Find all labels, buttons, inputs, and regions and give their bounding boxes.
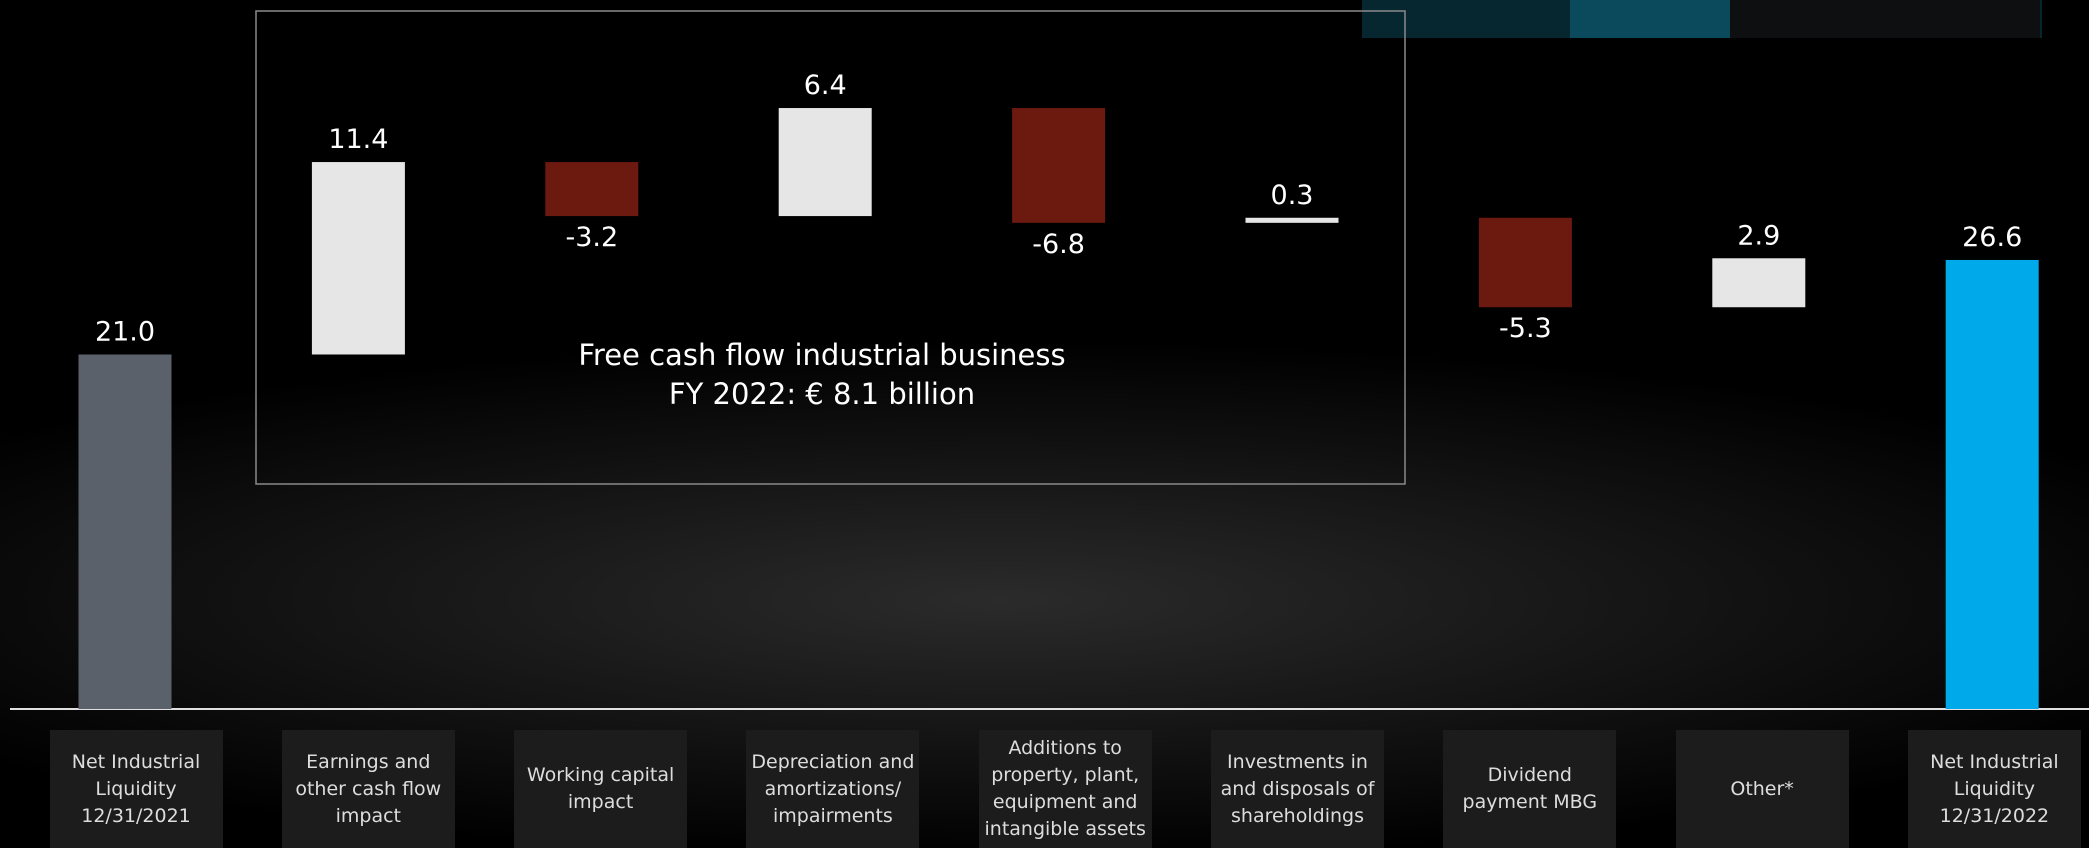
bar: [1246, 218, 1339, 223]
bar: [79, 355, 172, 710]
chart: Free cash flow industrial business FY 20…: [0, 0, 2089, 848]
bar: [545, 162, 638, 216]
bar: [1946, 260, 2039, 709]
value-label: 6.4: [804, 70, 847, 101]
value-label: 2.9: [1737, 220, 1780, 251]
bar: [1012, 108, 1105, 223]
value-label: 26.6: [1962, 222, 2022, 253]
category-label: Investments in and disposals of sharehol…: [1211, 730, 1384, 848]
value-label: 21.0: [95, 317, 155, 348]
value-label: 0.3: [1271, 180, 1314, 211]
value-label: 11.4: [328, 124, 388, 155]
category-label: Dividend payment MBG: [1443, 730, 1616, 848]
category-label: Net Industrial Liquidity 12/31/2021: [50, 730, 223, 848]
annotation-text: Free cash flow industrial business: [578, 338, 1065, 372]
value-label: -5.3: [1499, 313, 1552, 344]
value-label: -6.8: [1032, 229, 1085, 260]
bar: [312, 162, 405, 354]
page: Free cash flow industrial business FY 20…: [0, 0, 2089, 848]
category-label: Net Industrial Liquidity 12/31/2022: [1908, 730, 2081, 848]
photo-fragment: [1730, 0, 2040, 38]
bar: [1479, 218, 1572, 307]
category-label: Working capital impact: [514, 730, 687, 848]
value-label: -3.2: [565, 222, 618, 253]
bar: [779, 108, 872, 216]
category-label: Additions to property, plant, equipment …: [979, 730, 1152, 848]
photo-fragment: [1570, 0, 1730, 38]
category-label: Earnings and other cash flow impact: [282, 730, 455, 848]
bar: [1712, 258, 1805, 307]
category-label: Other*: [1676, 730, 1849, 848]
category-label: Depreciation and amortizations/ impairme…: [746, 730, 919, 848]
annotation-text: FY 2022: € 8.1 billion: [669, 377, 975, 411]
